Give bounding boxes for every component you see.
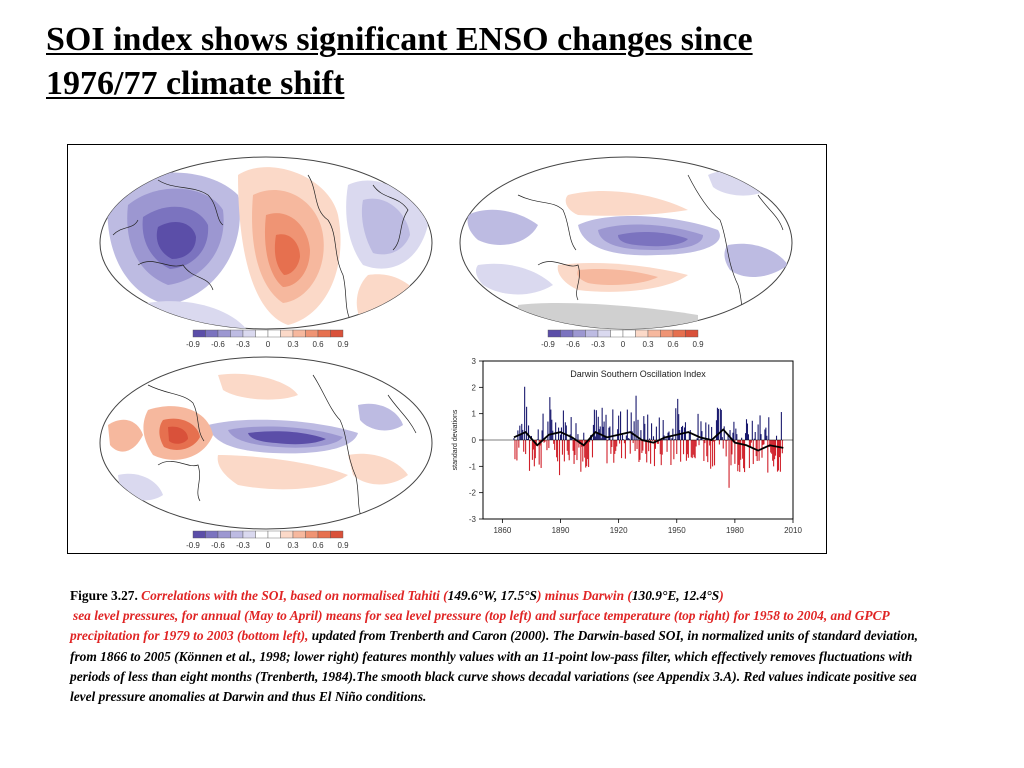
soi-smooth-curve — [513, 428, 784, 452]
x-tick-label: 1860 — [493, 526, 511, 535]
colorbar-swatch — [547, 329, 561, 338]
colorbar-swatch — [242, 530, 256, 539]
caption-text-red-3: ) — [719, 588, 724, 603]
y-tick-label: -1 — [469, 462, 477, 471]
colorbar-swatch — [192, 329, 206, 338]
x-tick-label: 1890 — [552, 526, 570, 535]
colorbar-swatch — [585, 329, 599, 338]
colorbar-swatch — [205, 329, 219, 338]
colorbar-swatch — [305, 530, 319, 539]
colorbar-top-right: -0.9 -0.6 -0.3 0 0.3 0.6 0.9 — [541, 329, 704, 349]
colorbar-tick-label: -0.6 — [211, 340, 225, 349]
y-tick-label: 3 — [472, 357, 477, 366]
colorbar-top-left: -0.9 -0.6 -0.3 0 0.3 0.6 0.9 — [186, 329, 349, 349]
colorbar-tick-label: -0.9 — [541, 340, 555, 349]
colorbar-tick-label: -0.6 — [211, 541, 225, 550]
colorbar-swatch — [660, 329, 674, 338]
caption-text-black-3: updated from Trenberth and Caron (2000).… — [70, 628, 919, 705]
colorbar-tick-label: 0.9 — [337, 340, 349, 349]
colorbar-swatch — [255, 530, 269, 539]
colorbar-swatch — [217, 329, 231, 338]
colorbar-swatch — [292, 530, 306, 539]
colorbar-tick-label: 0.6 — [312, 340, 324, 349]
colorbar-swatch — [330, 530, 344, 539]
colorbar-swatch — [330, 329, 344, 338]
y-tick-label: 1 — [472, 410, 477, 419]
colorbar-tick-label: 0.3 — [287, 541, 299, 550]
colorbar-swatch — [560, 329, 574, 338]
colorbar-swatch — [205, 530, 219, 539]
colorbar-tick-label: -0.6 — [566, 340, 580, 349]
colorbar-swatch — [685, 329, 699, 338]
caption-text-red-2: ) minus Darwin ( — [536, 588, 632, 603]
colorbar-swatch — [305, 329, 319, 338]
y-tick-label: -3 — [469, 515, 477, 524]
colorbar-swatch — [672, 329, 686, 338]
map-surface-temperature — [459, 156, 793, 330]
colorbar-tick-label: 0.3 — [287, 340, 299, 349]
colorbar-swatch — [317, 329, 331, 338]
caption-coords-tahiti: 149.6°W, 17.5°S — [447, 588, 537, 603]
map-sea-level-pressure — [99, 156, 433, 330]
colorbar-tick-label: 0.3 — [642, 340, 654, 349]
colorbar-swatch — [597, 329, 611, 338]
x-tick-label: 2010 — [784, 526, 802, 535]
colorbar-tick-label: -0.3 — [236, 340, 250, 349]
colorbar-swatch — [192, 530, 206, 539]
chart-title: Darwin Southern Oscillation Index — [570, 369, 706, 379]
colorbar-swatch — [622, 329, 636, 338]
figure-caption: Figure 3.27. Correlations with the SOI, … — [70, 586, 930, 707]
colorbar-tick-label: 0.9 — [692, 340, 704, 349]
soi-time-series-chart: Darwin Southern Oscillation Index standa… — [452, 357, 803, 535]
colorbar-swatch — [635, 329, 649, 338]
colorbar-tick-label: 0.6 — [667, 340, 679, 349]
colorbar-swatch — [230, 329, 244, 338]
colorbar-swatch — [292, 329, 306, 338]
x-tick-label: 1920 — [610, 526, 628, 535]
x-tick-label: 1980 — [726, 526, 744, 535]
colorbar-tick-label: -0.9 — [186, 541, 200, 550]
colorbar-swatch — [217, 530, 231, 539]
colorbar-tick-label: 0.6 — [312, 541, 324, 550]
colorbar-tick-label: 0.9 — [337, 541, 349, 550]
colorbar-swatch — [255, 329, 269, 338]
colorbar-swatch — [317, 530, 331, 539]
colorbar-swatch — [267, 530, 281, 539]
colorbar-tick-label: 0 — [266, 340, 271, 349]
figure-panel: -0.9 -0.6 -0.3 0 0.3 0.6 0.9 -0.9 -0 — [67, 144, 827, 554]
slide-title: SOI index shows significant ENSO changes… — [46, 18, 946, 106]
map-precipitation — [99, 356, 433, 530]
colorbar-swatch — [242, 329, 256, 338]
soi-axes: 3 2 1 0 -1 -2 -3 1860 1890 1920 1950 1980 2010 — [469, 357, 803, 535]
caption-figure-label: Figure 3.27. — [70, 588, 142, 603]
colorbar-tick-label: -0.3 — [236, 541, 250, 550]
colorbar-tick-label: -0.9 — [186, 340, 200, 349]
colorbar-swatch — [280, 530, 294, 539]
y-tick-label: 2 — [472, 383, 477, 392]
colorbar-swatch — [572, 329, 586, 338]
colorbar-swatch — [280, 329, 294, 338]
caption-text-red-1: Correlations with the SOI, based on norm… — [141, 588, 448, 603]
x-tick-label: 1950 — [668, 526, 686, 535]
colorbar-swatch — [267, 329, 281, 338]
title-line-1: SOI index shows significant ENSO changes… — [46, 21, 753, 58]
colorbar-tick-label: 0 — [266, 541, 271, 550]
caption-text-red-4: sea level pressures, for annual (May to … — [70, 608, 890, 644]
y-tick-label: -2 — [469, 489, 477, 498]
colorbar-swatch — [230, 530, 244, 539]
y-tick-label: 0 — [472, 436, 477, 445]
colorbar-tick-label: -0.3 — [591, 340, 605, 349]
title-line-2: 1976/77 climate shift — [46, 65, 345, 102]
colorbar-swatch — [610, 329, 624, 338]
colorbar-bottom-left: -0.9 -0.6 -0.3 0 0.3 0.6 0.9 — [186, 530, 349, 550]
colorbar-tick-label: 0 — [621, 340, 626, 349]
chart-y-axis-label: standard deviations — [452, 409, 459, 470]
colorbar-swatch — [647, 329, 661, 338]
caption-coords-darwin: 130.9°E, 12.4°S — [631, 588, 720, 603]
